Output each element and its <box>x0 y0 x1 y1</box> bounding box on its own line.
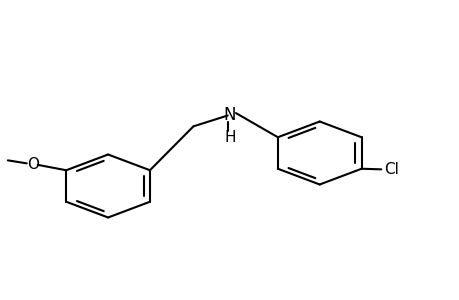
Text: H: H <box>224 130 235 145</box>
Text: N: N <box>223 106 236 124</box>
Text: O: O <box>27 157 39 172</box>
Text: Cl: Cl <box>383 162 398 177</box>
